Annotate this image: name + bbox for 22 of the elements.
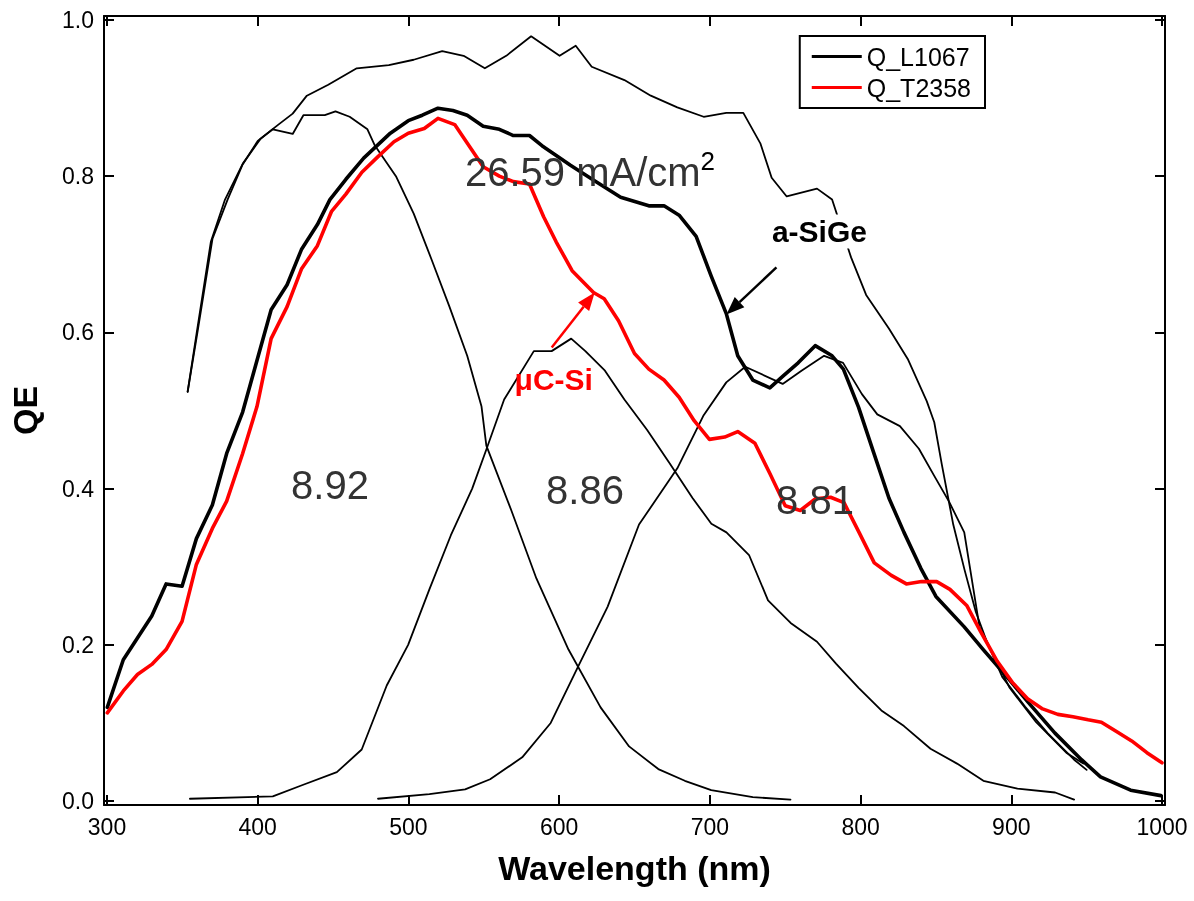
x-tick-label: 500 [389,813,428,840]
annotation: 8.92 [291,463,369,507]
x-tick-label: 300 [87,813,127,840]
annotation: a-SiGe [771,214,867,248]
y-tick-label: 0.8 [62,163,94,190]
annotation: μC-Si [514,363,593,397]
legend-label: Q_T2358 [866,73,972,102]
y-tick-label: 1.0 [62,6,94,33]
x-tick-label: 600 [539,813,579,840]
y-tick-label: 0.0 [62,788,94,815]
legend-label: Q_L1067 [866,42,970,71]
x-tick-label: 800 [841,813,880,840]
y-axis-title: QE [6,385,44,436]
x-tick-label: 1000 [1136,813,1188,840]
x-tick-label: 900 [992,813,1031,840]
x-tick-label: 700 [690,813,730,840]
annotation: 8.86 [546,468,624,512]
x-axis-title: Wavelength (nm) [498,849,771,887]
y-tick-label: 0.4 [62,475,95,502]
x-tick-label: 400 [238,813,277,840]
y-tick-label: 0.6 [62,319,94,346]
y-tick-label: 0.2 [62,631,94,658]
